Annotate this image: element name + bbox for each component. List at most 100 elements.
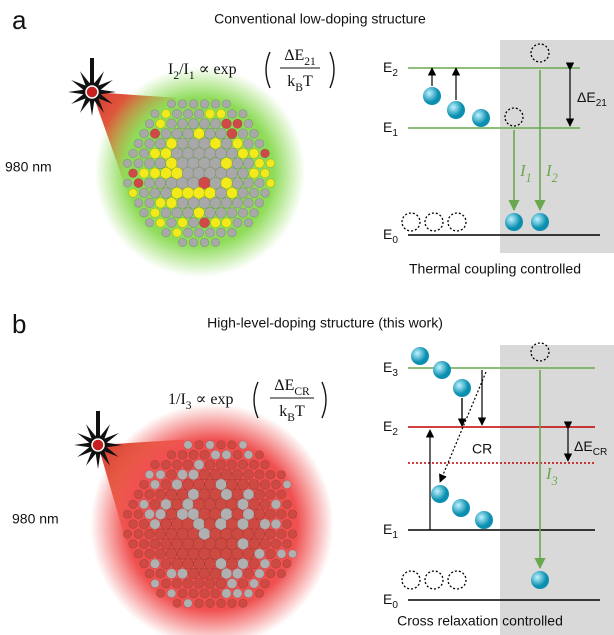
ion <box>452 499 470 517</box>
atom <box>171 518 182 529</box>
atom <box>194 109 204 119</box>
atom <box>239 110 247 118</box>
atom <box>222 589 231 598</box>
text-run: k <box>279 403 287 420</box>
atom <box>216 109 225 118</box>
atom <box>150 208 159 217</box>
atom <box>238 208 248 218</box>
subscript: 0 <box>392 600 398 611</box>
atom <box>150 188 160 198</box>
atom <box>129 500 138 509</box>
atom <box>194 460 204 470</box>
ion <box>411 347 429 365</box>
subscript: 2 <box>552 171 558 185</box>
atom <box>161 460 170 469</box>
atom <box>177 197 188 208</box>
atom <box>204 479 215 490</box>
atom <box>183 128 194 139</box>
ion <box>472 109 490 127</box>
atom <box>172 109 181 118</box>
atom <box>145 569 154 578</box>
atom <box>150 480 159 489</box>
atom <box>226 558 237 569</box>
atom <box>171 499 182 510</box>
level-label: E0 <box>383 226 398 246</box>
atom <box>188 568 199 579</box>
ion <box>433 361 451 379</box>
wavelength: 980 nm <box>12 511 59 527</box>
atom <box>150 499 160 509</box>
atom <box>222 119 232 129</box>
panel-title: High-level-doping structure (this work) <box>207 315 443 331</box>
lamp-bulb <box>92 439 104 451</box>
atom <box>134 510 143 519</box>
atom <box>232 548 243 559</box>
atom <box>233 218 242 227</box>
atom <box>227 208 237 218</box>
atom <box>210 548 222 560</box>
atom <box>195 599 204 608</box>
ion <box>505 213 523 231</box>
atom <box>123 159 131 167</box>
atom <box>189 238 198 247</box>
atom <box>134 199 143 208</box>
atom <box>227 479 238 490</box>
atom <box>145 218 153 226</box>
atom <box>221 177 232 188</box>
atom <box>193 558 204 569</box>
atom <box>199 119 209 129</box>
atom <box>151 110 159 118</box>
atom <box>161 188 172 199</box>
atom <box>200 100 209 109</box>
atom <box>172 208 182 218</box>
atom <box>250 208 259 217</box>
atom <box>178 589 187 598</box>
atom <box>239 441 247 449</box>
atom <box>183 109 193 119</box>
atom <box>204 187 216 199</box>
atom <box>211 100 220 109</box>
subscript: 21 <box>304 56 316 68</box>
atom <box>183 479 194 490</box>
atom <box>167 451 176 460</box>
atom <box>227 460 237 470</box>
atom <box>140 559 149 568</box>
atom <box>129 149 138 158</box>
atom <box>238 129 248 139</box>
atom <box>188 469 199 480</box>
atom <box>210 469 221 480</box>
atom <box>254 509 265 520</box>
atom <box>139 500 148 509</box>
atom <box>200 589 210 599</box>
atom <box>161 208 171 218</box>
atom <box>238 460 248 470</box>
atom <box>283 560 291 568</box>
atom <box>199 568 210 579</box>
atom <box>155 198 165 208</box>
atom <box>271 559 280 568</box>
atom <box>150 559 160 569</box>
empty-ion <box>425 571 443 589</box>
atom <box>228 109 237 118</box>
atom <box>261 189 270 198</box>
text-run: E <box>383 359 392 375</box>
atom <box>255 470 265 480</box>
text-run: E <box>383 418 392 434</box>
atom <box>215 479 226 490</box>
ion <box>531 213 549 231</box>
atom <box>244 589 253 598</box>
ion <box>447 101 465 119</box>
subscript: 1 <box>526 171 532 185</box>
formula-part: kBT <box>279 403 305 424</box>
atom <box>167 569 177 579</box>
atom <box>216 128 227 139</box>
empty-ion <box>402 571 420 589</box>
atom <box>167 218 177 228</box>
atom <box>238 479 249 490</box>
atom <box>233 119 242 128</box>
atom <box>228 228 237 237</box>
atom <box>145 490 154 499</box>
atom <box>162 109 171 118</box>
level-label: E1 <box>383 521 398 541</box>
atom <box>199 197 210 208</box>
